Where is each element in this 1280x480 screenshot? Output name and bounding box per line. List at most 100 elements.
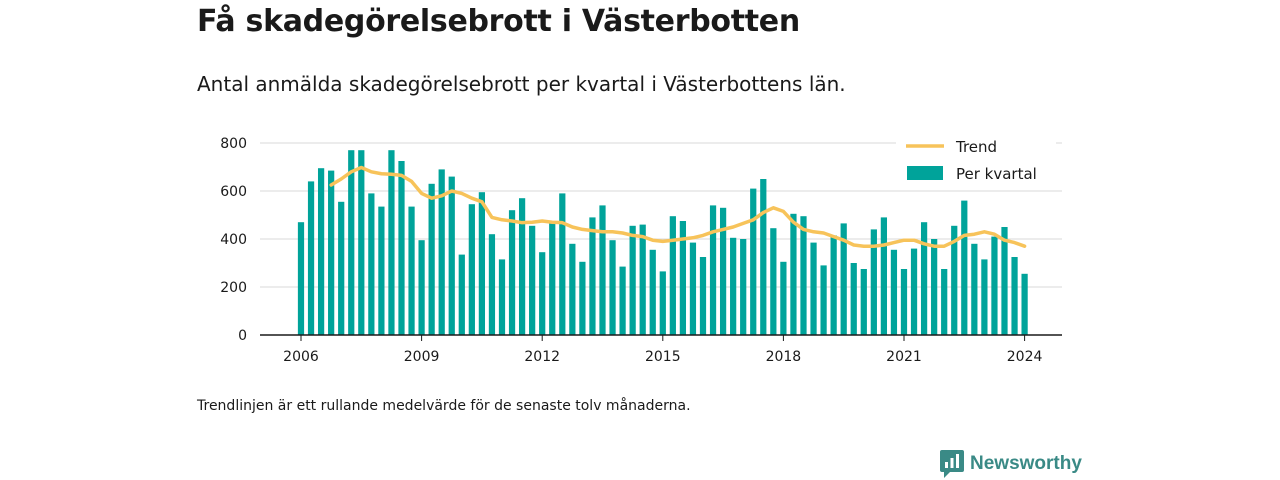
x-tick-label: 2006 — [283, 349, 319, 365]
bar — [589, 217, 596, 335]
bar — [438, 169, 445, 335]
bar — [941, 269, 948, 335]
x-axis: 2006 2009 2012 2015 2018 2021 2024 — [260, 334, 1062, 365]
y-tick-label: 200 — [220, 280, 247, 296]
chart-subtitle: Antal anmälda skadegörelsebrott per kvar… — [197, 72, 846, 96]
bar — [629, 225, 636, 335]
bar — [931, 239, 938, 335]
bar-series — [297, 150, 1028, 335]
x-tick-label: 2024 — [1007, 349, 1043, 365]
bar — [549, 223, 556, 335]
bar — [518, 198, 526, 335]
bar — [870, 229, 877, 335]
bar — [307, 181, 315, 335]
bar — [338, 201, 345, 335]
bar — [709, 205, 717, 335]
bar — [679, 221, 687, 335]
bar — [810, 242, 817, 335]
legend-bar-label: Per kvartal — [956, 165, 1037, 183]
bar — [910, 248, 918, 335]
bar — [830, 235, 837, 335]
bar — [659, 271, 666, 335]
bar — [850, 263, 857, 335]
bar — [378, 206, 385, 335]
legend-trend-label: Trend — [955, 138, 997, 156]
bar — [961, 200, 968, 335]
bar — [579, 261, 586, 335]
x-tick-label: 2018 — [766, 349, 802, 365]
bar — [669, 216, 676, 335]
bar — [920, 222, 928, 335]
bar — [800, 216, 807, 335]
bar — [1021, 273, 1028, 335]
bar — [297, 222, 305, 335]
brand-logo[interactable]: Newsworthy — [940, 450, 1082, 478]
bar — [991, 236, 998, 335]
y-axis: 0 200 400 600 800 — [220, 136, 247, 344]
bar — [900, 269, 908, 335]
legend-bar-swatch — [907, 166, 943, 180]
bar — [1011, 257, 1018, 335]
bar — [750, 188, 757, 335]
y-tick-label: 400 — [220, 232, 247, 248]
bar — [740, 239, 747, 335]
bar — [388, 150, 395, 335]
bar — [468, 204, 475, 335]
bar — [609, 240, 616, 335]
chart-title: Få skadegörelsebrott i Västerbotten — [197, 4, 800, 39]
bar — [599, 205, 606, 335]
bar — [368, 193, 375, 335]
trend-series — [329, 165, 1027, 248]
y-tick-label: 800 — [220, 136, 247, 152]
bar — [880, 217, 888, 335]
bar — [689, 242, 697, 335]
newsworthy-chart-icon — [940, 450, 964, 478]
bar — [719, 207, 727, 335]
x-tick-label: 2015 — [645, 349, 681, 365]
bar — [448, 176, 455, 335]
bar — [418, 240, 425, 335]
bar — [649, 249, 656, 335]
bar — [780, 261, 787, 335]
bar — [619, 266, 626, 335]
trend-line — [329, 165, 1027, 248]
bar — [981, 259, 988, 335]
y-tick-label: 600 — [220, 184, 247, 200]
x-tick-label: 2009 — [404, 349, 440, 365]
bar — [478, 192, 486, 335]
bar — [408, 206, 415, 335]
y-tick-label: 0 — [238, 328, 247, 344]
x-tick-label: 2021 — [886, 349, 922, 365]
brand-name: Newsworthy — [970, 453, 1082, 474]
bar — [790, 213, 797, 335]
bar — [730, 237, 737, 335]
bar — [951, 225, 958, 335]
bar — [539, 252, 546, 335]
bar — [840, 223, 847, 335]
bar — [639, 224, 646, 335]
bar — [358, 150, 365, 335]
x-tick-label: 2012 — [524, 349, 560, 365]
bar — [760, 179, 767, 335]
bar — [529, 225, 536, 335]
bar — [508, 210, 516, 335]
bar — [890, 249, 898, 335]
bar — [699, 257, 707, 335]
bar — [860, 269, 867, 335]
bar — [488, 234, 496, 335]
bar — [328, 170, 335, 335]
bar — [569, 243, 576, 335]
bar — [428, 183, 435, 335]
bar — [317, 168, 325, 335]
bar — [458, 254, 465, 335]
bar — [770, 228, 777, 335]
bar — [820, 265, 827, 335]
legend: Trend Per kvartal — [896, 132, 1056, 188]
bar — [971, 243, 978, 335]
bar — [559, 193, 566, 335]
bar — [348, 150, 355, 335]
bar — [498, 259, 506, 335]
bar — [398, 161, 405, 335]
